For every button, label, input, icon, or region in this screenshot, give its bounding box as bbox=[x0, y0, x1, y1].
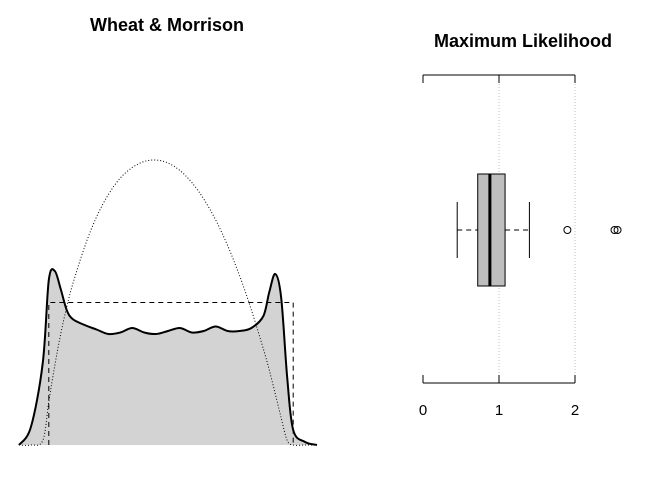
bottom-axis: 0 1 2 bbox=[419, 375, 579, 419]
density-series-group bbox=[18, 159, 318, 446]
iqr-box bbox=[477, 173, 506, 287]
boxplot-panel: Maximum Likelihood 0 1 2 bbox=[419, 31, 622, 419]
top-axis bbox=[422, 74, 576, 83]
outlier-point bbox=[610, 226, 619, 234]
tick-label: 0 bbox=[419, 402, 427, 419]
boxplot-marks bbox=[456, 173, 622, 287]
density-title: Wheat & Morrison bbox=[90, 15, 244, 35]
density-dotted-line bbox=[18, 159, 317, 446]
outlier-point bbox=[613, 226, 622, 234]
density-solid-line bbox=[18, 268, 318, 446]
density-dashed-line bbox=[48, 302, 294, 445]
tick-label: 2 bbox=[571, 402, 579, 419]
tick-label: 1 bbox=[495, 402, 503, 419]
density-fill-area bbox=[19, 269, 317, 445]
outlier-point bbox=[563, 226, 572, 234]
boxplot-title: Maximum Likelihood bbox=[434, 31, 612, 51]
density-panel: Wheat & Morrison bbox=[18, 15, 318, 446]
